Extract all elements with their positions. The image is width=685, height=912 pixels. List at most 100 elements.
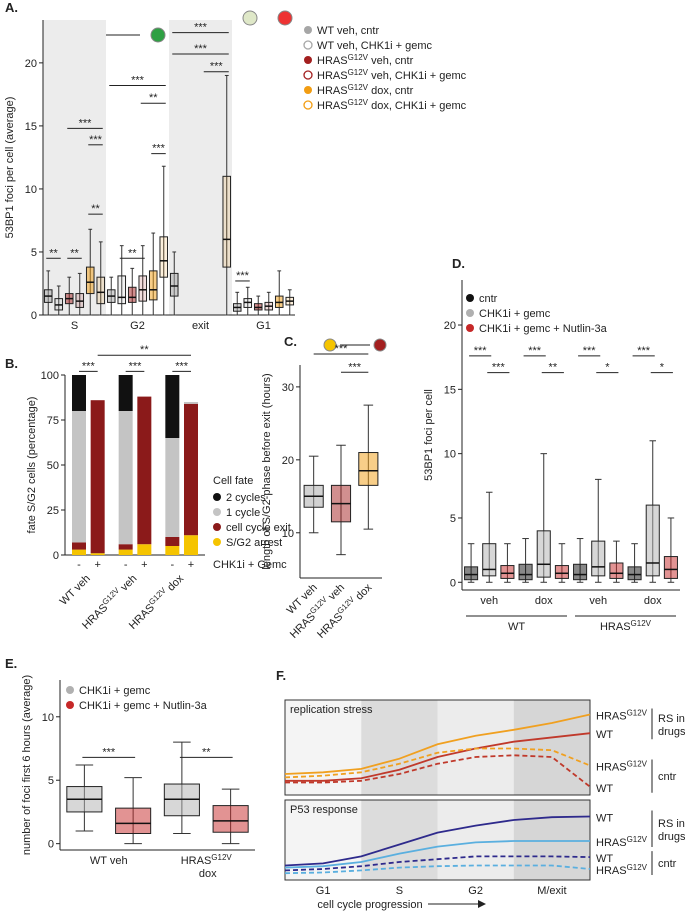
x-tick-label: +: [141, 559, 147, 571]
significance-label: **: [91, 203, 100, 215]
legend-marker: [304, 56, 312, 64]
phase-band: [513, 700, 590, 795]
cell-icons: [84, 10, 387, 352]
legend-label: WT veh, cntr: [317, 25, 379, 37]
group-label: cntr: [658, 858, 677, 870]
group-label: cntr: [658, 771, 677, 783]
curve-label: HRASG12V: [596, 835, 648, 849]
arrow-head: [478, 900, 486, 908]
legend-marker: [213, 538, 221, 546]
box: [591, 540, 606, 577]
panel-frame: [284, 699, 591, 796]
y-tick-label: 0: [450, 577, 456, 589]
legend-marker: [303, 100, 313, 110]
x-tick-label: G1: [316, 885, 331, 897]
box: [573, 563, 588, 581]
bar-segment: [118, 411, 133, 545]
bar-segment: [118, 544, 133, 550]
group-label: RS inducing drugs: [658, 818, 685, 843]
legend-marker: [466, 294, 474, 302]
legend-label: HRASG12V dox, cntr: [317, 83, 414, 97]
y-tick-label: 10: [444, 449, 456, 461]
box: [554, 565, 569, 579]
significance-label: *: [605, 362, 610, 374]
x-tick-label: exit: [192, 320, 209, 332]
y-tick-label: 0: [48, 839, 54, 851]
y-tick-label: 20: [25, 58, 37, 70]
legend-label: CHK1i + gemc + Nutlin-3a: [79, 700, 208, 712]
significance-label: ***: [236, 270, 250, 282]
legend-marker: [66, 686, 74, 694]
y-axis-label: number of foci first 6 hours (average): [21, 675, 33, 855]
x-tick-label: -: [77, 559, 81, 571]
box: [138, 275, 148, 302]
bar-segment: [118, 375, 133, 411]
legend-marker: [213, 493, 221, 501]
phase-band: [361, 700, 438, 795]
y-axis-label: fate S/G2 cells (percentage): [26, 397, 38, 534]
x-tick-label: G2: [468, 885, 483, 897]
y-tick-label: 50: [47, 460, 59, 472]
bar-segment: [184, 403, 198, 536]
significance-label: ***: [637, 345, 651, 357]
curve-label: WT: [596, 853, 613, 865]
legend-label: HRASG12V veh, CHK1i + gemc: [317, 68, 467, 82]
x-tick-label: -: [124, 559, 128, 571]
y-tick-label: 5: [48, 775, 54, 787]
y-tick-label: 0: [31, 310, 37, 322]
bar-segment: [184, 535, 198, 555]
y-tick-label: 10: [25, 184, 37, 196]
x-tick-label: M/exit: [537, 885, 566, 897]
legend-label: 2 cycles: [226, 492, 266, 504]
significance-label: **: [140, 344, 149, 356]
curve: [285, 754, 591, 788]
bar-segment: [165, 537, 180, 546]
bar-segment: [72, 542, 86, 550]
bar-segment: [72, 411, 86, 543]
bar-segment: [90, 400, 105, 554]
curve-label: HRASG12V: [596, 863, 648, 877]
box: [482, 543, 497, 577]
significance-label: *: [660, 362, 665, 374]
x-tick-label: +: [94, 559, 100, 571]
y-tick-label: 100: [41, 370, 59, 382]
y-tick-label: 20: [444, 320, 456, 332]
x-tick-label: dox: [535, 595, 553, 607]
box: [663, 556, 678, 579]
significance-label: ***: [335, 343, 349, 355]
curve: [284, 840, 590, 869]
significance-label: **: [128, 247, 137, 259]
legend-label: 1 cycle: [226, 507, 260, 519]
curve: [284, 747, 591, 779]
panel-label: A.: [5, 0, 18, 15]
curve: [284, 713, 591, 775]
bar-segment: [165, 375, 180, 438]
legend-marker: [213, 523, 221, 531]
panel-title: P53 response: [290, 804, 358, 816]
y-tick-label: 25: [47, 505, 59, 517]
phase-shade: [43, 20, 106, 315]
curve-label: WT: [596, 783, 613, 795]
y-tick-label: 0: [53, 550, 59, 562]
significance-label: ***: [348, 361, 362, 373]
legend-label: CHK1i + gemc: [479, 308, 551, 320]
y-tick-label: 20: [282, 455, 294, 467]
x-axis-label: cell cycle progression: [317, 899, 422, 911]
bar-segment: [90, 553, 105, 555]
group-label: WT: [508, 621, 525, 633]
legend-label: HRASG12V dox, CHK1i + gemc: [317, 98, 467, 112]
box: [222, 175, 232, 268]
significance-label: ***: [152, 143, 166, 155]
x-tick-label: veh: [589, 595, 607, 607]
bar-segment: [137, 396, 152, 545]
legend-label: CHK1i + gemc: [79, 685, 151, 697]
y-axis-label: 53BP1 foci per cell (average): [4, 97, 16, 239]
curve: [284, 864, 591, 875]
legend-title: Cell fate: [213, 475, 253, 487]
bar-segment: [118, 549, 133, 555]
bar-segment: [184, 402, 198, 404]
x-tick-label: G1: [256, 320, 271, 332]
x-tick-label: S: [71, 320, 78, 332]
box: [609, 562, 624, 579]
